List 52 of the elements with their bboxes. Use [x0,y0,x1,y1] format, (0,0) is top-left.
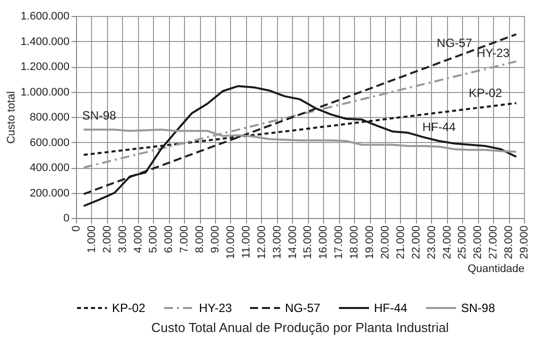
y-tick-label: 1.600.000 [20,10,70,22]
x-tick-label: 12.000 [256,226,268,260]
text: Custo Total Anual de Produção por Planta Industrial [151,320,449,335]
annotation: NG-57 [436,36,472,50]
x-tick-label: 9.000 [210,226,222,254]
x-tick-label: 4.000 [132,226,144,254]
y-tick-label: 0 [63,212,70,224]
x-tick-label: 25.000 [456,226,469,260]
x-tick-label: 15.000 [302,226,314,260]
x-tick-label: 16.000 [318,226,330,260]
annotation: HF-44 [422,120,456,134]
x-tick-label: 17.000 [333,226,346,260]
x-tick-label: 23.000 [426,226,438,260]
legend-label: HY-23 [199,301,232,315]
y-tick-label: 1.200.000 [20,61,70,73]
x-tick-label: 26.000 [472,226,484,260]
annotation: HY-23 [476,46,510,60]
x-tick-label: 18.000 [348,226,361,260]
x-tick-label: 20.000 [379,226,392,260]
x-tick-label: 10.000 [224,226,237,260]
x-tick-label: 28.000 [503,226,516,260]
y-tick-label: 400.000 [30,162,70,174]
x-tick-label: 19.000 [364,226,376,260]
x-tick-label: 24.000 [441,226,454,260]
x-tick-label: 2.000 [101,226,114,254]
y-tick-label: 1.000.000 [20,86,70,98]
x-tick-label: 7.000 [178,226,191,254]
y-tick-label: 1.400.000 [20,36,70,48]
y-axis-title: Custo total [6,91,18,144]
x-tick-label: 8.000 [194,226,206,254]
x-tick-label: 29.000 [518,226,530,260]
x-tick-label: 3.000 [116,226,129,254]
x-tick-label: 6.000 [163,226,176,254]
x-tick-label: 1.000 [86,226,98,254]
legend-label: KP-02 [112,301,146,315]
y-tick-label: 800.000 [30,112,70,124]
annotation: SN-98 [82,108,117,123]
y-tick-label: 600.000 [30,136,70,149]
x-tick-label: 5.000 [148,226,160,254]
x-tick-label: 22.000 [410,226,422,260]
y-tick-label: 200.000 [30,187,70,200]
legend-label: HF-44 [374,301,408,315]
x-tick-label: 0 [70,226,82,232]
x-tick-label: 14.000 [286,226,299,260]
legend-label: NG-57 [285,301,321,315]
annotation: KP-02 [468,86,502,100]
x-axis-title: Quantidade [468,263,524,276]
x-tick-label: 11.000 [240,226,252,258]
legend-label: SN-98 [461,301,496,315]
x-tick-label: 13.000 [271,226,284,260]
x-tick-label: 21.000 [394,226,407,260]
x-tick-label: 27.000 [488,226,500,260]
